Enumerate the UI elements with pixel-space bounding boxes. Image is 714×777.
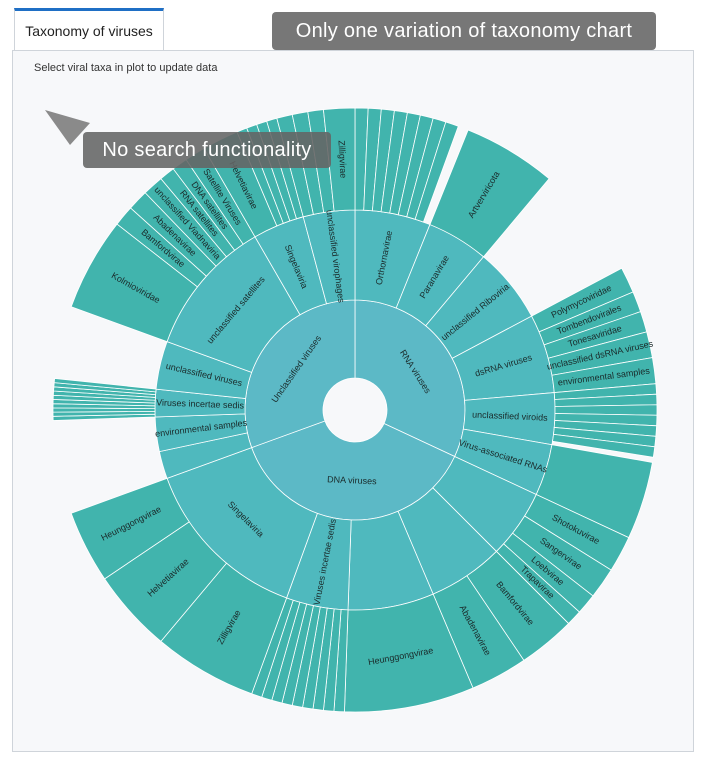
segment-label: DNA viruses	[327, 474, 377, 486]
annotation-arrow	[45, 110, 90, 145]
tab[interactable]: Taxonomy of viruses	[14, 8, 164, 50]
instruction: Select viral taxa in plot to update data	[34, 62, 218, 74]
sunburst-segment	[552, 433, 656, 458]
sunburst-segment	[429, 129, 550, 258]
annotation: No search functionality	[83, 132, 331, 168]
annotation: Only one variation of taxonomy chart	[272, 12, 656, 50]
segment-label: unclassified viroids	[472, 409, 548, 422]
segment-label: Viruses incertae sedis	[156, 397, 245, 410]
sunburst-segment	[414, 121, 459, 223]
sunburst-segment	[322, 107, 356, 212]
segment-label: Zilligvirae	[336, 140, 348, 178]
sunburst-segment	[70, 477, 190, 580]
